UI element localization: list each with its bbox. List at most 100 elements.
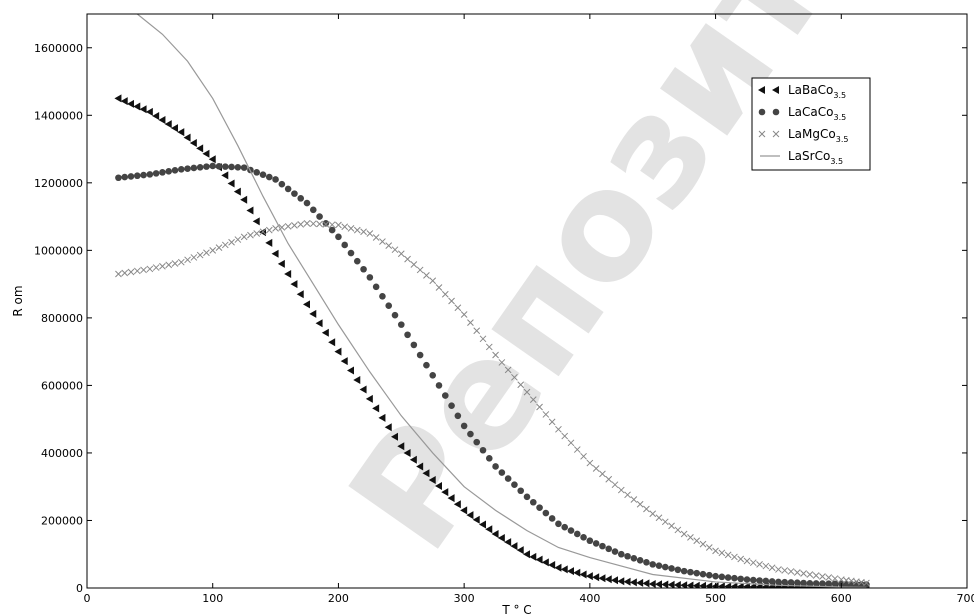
data-point (347, 225, 355, 232)
data-point (598, 574, 606, 583)
data-point (428, 475, 436, 484)
y-tick-label: 1000000 (34, 244, 83, 257)
data-point (202, 149, 210, 158)
data-point (215, 162, 223, 170)
data-point (397, 442, 405, 451)
data-point (492, 463, 499, 470)
data-point (724, 582, 732, 588)
legend-entry: LaCaCo3.5 (758, 105, 846, 122)
series-lamgco (115, 219, 870, 587)
data-point (441, 290, 449, 298)
data-point (655, 562, 663, 570)
y-axis: 0 200000 400000 600000 800000 1000000 1200000 1… (34, 42, 967, 595)
data-point (127, 268, 135, 276)
series-line (136, 14, 867, 588)
legend-label: LaBaCo3.5 (788, 83, 846, 100)
data-point (472, 515, 480, 524)
data-point (284, 223, 292, 230)
data-point (353, 226, 361, 234)
data-point (121, 173, 129, 181)
data-point (762, 562, 770, 570)
data-point (177, 128, 185, 137)
data-point (297, 195, 305, 202)
data-point (297, 221, 305, 228)
data-point (516, 546, 524, 555)
data-point (768, 578, 776, 585)
data-point (171, 260, 179, 267)
data-point (479, 446, 487, 454)
data-point (453, 500, 461, 509)
data-point (291, 190, 298, 197)
data-point (555, 520, 562, 528)
data-point (586, 537, 594, 545)
data-point (819, 573, 826, 580)
legend-marker (772, 108, 780, 116)
data-point (724, 574, 732, 581)
data-point (504, 538, 512, 547)
data-point (410, 341, 418, 349)
watermark-text: Репозиторий БарГУ (317, 0, 974, 581)
data-point (403, 448, 411, 457)
data-point (731, 553, 738, 561)
data-point (391, 246, 399, 254)
data-point (203, 249, 210, 257)
x-tick-label: 300 (454, 592, 475, 605)
data-point (686, 581, 694, 588)
data-point (404, 331, 411, 339)
data-point (121, 269, 129, 277)
data-point (548, 515, 556, 522)
data-point (668, 522, 675, 530)
data-point (592, 573, 600, 582)
data-point (555, 425, 562, 433)
legend-label: LaSrCo3.5 (788, 149, 843, 166)
x-tick-label: 700 (957, 592, 974, 605)
legend-marker (758, 108, 766, 116)
data-point (800, 579, 807, 587)
data-point (580, 534, 587, 541)
data-point (655, 580, 662, 588)
data-point (253, 169, 261, 176)
data-point (806, 579, 814, 587)
data-point (272, 225, 279, 232)
data-point (196, 144, 204, 153)
x-tick-label: 100 (202, 592, 223, 605)
data-point (479, 520, 486, 529)
data-point (831, 580, 839, 588)
data-point (372, 283, 380, 291)
data-point (687, 533, 694, 541)
data-point (253, 230, 261, 237)
data-point (536, 403, 543, 411)
data-point (649, 561, 657, 568)
data-point (322, 220, 330, 227)
data-point (561, 432, 569, 440)
data-point (309, 220, 317, 228)
data-point (309, 206, 317, 214)
data-point (611, 576, 618, 585)
data-point (233, 187, 241, 196)
data-point (536, 504, 543, 511)
data-point (636, 578, 644, 587)
data-point (366, 274, 374, 281)
data-point (196, 163, 204, 171)
legend-subscript: 3.5 (830, 157, 843, 166)
data-point (404, 255, 411, 263)
series-lasrco (136, 14, 867, 588)
series-lacaco (115, 162, 870, 588)
data-point (466, 511, 474, 520)
data-point (278, 224, 286, 231)
data-point (184, 256, 191, 264)
data-point (756, 577, 763, 584)
data-point (221, 163, 229, 170)
x-axis-label: T ° C (501, 603, 531, 615)
legend-marker (772, 86, 779, 94)
y-tick-label: 0 (76, 582, 83, 595)
data-point (592, 465, 600, 472)
data-point (397, 321, 405, 328)
data-point (303, 300, 310, 309)
data-point (227, 179, 235, 188)
data-point (360, 265, 367, 273)
legend-subscript: 3.5 (833, 91, 846, 100)
data-point (781, 567, 789, 574)
legend-entry: LaBaCo3.5 (758, 83, 846, 100)
data-point (409, 455, 417, 464)
